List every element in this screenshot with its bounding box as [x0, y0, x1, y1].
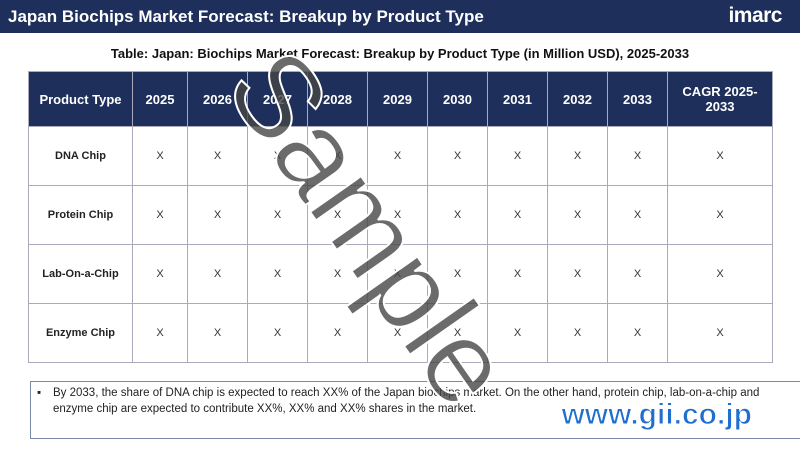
table-row: Enzyme Chip X X X X X X X X X X [28, 303, 773, 363]
cell: X [367, 303, 428, 363]
column-header: 2027 [247, 71, 308, 127]
column-header: 2030 [427, 71, 488, 127]
column-header: 2031 [487, 71, 548, 127]
cell: X [427, 185, 488, 245]
cell: X [427, 126, 488, 186]
cell: X [547, 185, 608, 245]
cell: X [607, 126, 668, 186]
table-row: DNA Chip X X X X X X X X X X [28, 126, 773, 186]
row-label: Lab-On-a-Chip [28, 244, 133, 304]
column-header: 2026 [187, 71, 248, 127]
cell: X [367, 185, 428, 245]
row-label: Enzyme Chip [28, 303, 133, 363]
header-row: Product Type 2025 2026 2027 2028 2029 2030 2031… [28, 71, 773, 127]
column-header: 2025 [132, 71, 188, 127]
cell: X [132, 244, 188, 304]
header-title: Japan Biochips Market Forecast: Breakup … [8, 7, 484, 26]
cell: X [367, 126, 428, 186]
cell: X [547, 244, 608, 304]
cell: X [132, 185, 188, 245]
cell: X [607, 185, 668, 245]
cell: X [187, 303, 248, 363]
cell: X [667, 126, 773, 186]
column-header: 2028 [307, 71, 368, 127]
cell: X [307, 185, 368, 245]
column-header: 2032 [547, 71, 608, 127]
cell: X [487, 244, 548, 304]
cell: X [367, 244, 428, 304]
table: Product Type 2025 2026 2027 2028 2029 2030 2031… [28, 71, 773, 363]
cell: X [187, 185, 248, 245]
note: By 2033, the share of DNA chip is expect… [30, 381, 800, 439]
cell: X [247, 185, 308, 245]
cell: X [547, 126, 608, 186]
cell: X [247, 244, 308, 304]
cell: X [667, 244, 773, 304]
cell: X [247, 303, 308, 363]
logo: imarc [728, 4, 782, 27]
source-link: www.gii.co.jp [561, 398, 753, 432]
cell: X [607, 244, 668, 304]
cell: X [132, 126, 188, 186]
table-row: Protein Chip X X X X X X X X X X [28, 185, 773, 245]
column-header: 2033 [607, 71, 668, 127]
cell: X [307, 303, 368, 363]
cell: X [487, 185, 548, 245]
column-header: 2029 [367, 71, 428, 127]
cell: X [247, 126, 308, 186]
column-header: Product Type [28, 71, 133, 127]
cell: X [132, 303, 188, 363]
cell: X [547, 303, 608, 363]
cell: X [607, 303, 668, 363]
table-caption: Table: Japan: Biochips Market Forecast: … [110, 46, 690, 61]
cell: X [187, 244, 248, 304]
cell: X [667, 185, 773, 245]
header-bar: Japan Biochips Market Forecast: Breakup … [0, 0, 800, 33]
column-header: CAGR 2025-2033 [667, 71, 773, 127]
cell: X [307, 126, 368, 186]
cell: X [487, 303, 548, 363]
cell: X [487, 126, 548, 186]
cell: X [187, 126, 248, 186]
table-row: Lab-On-a-Chip X X X X X X X X X X [28, 244, 773, 304]
cell: X [427, 244, 488, 304]
cell: X [427, 303, 488, 363]
row-label: Protein Chip [28, 185, 133, 245]
cell: X [307, 244, 368, 304]
row-label: DNA Chip [28, 126, 133, 186]
cell: X [667, 303, 773, 363]
